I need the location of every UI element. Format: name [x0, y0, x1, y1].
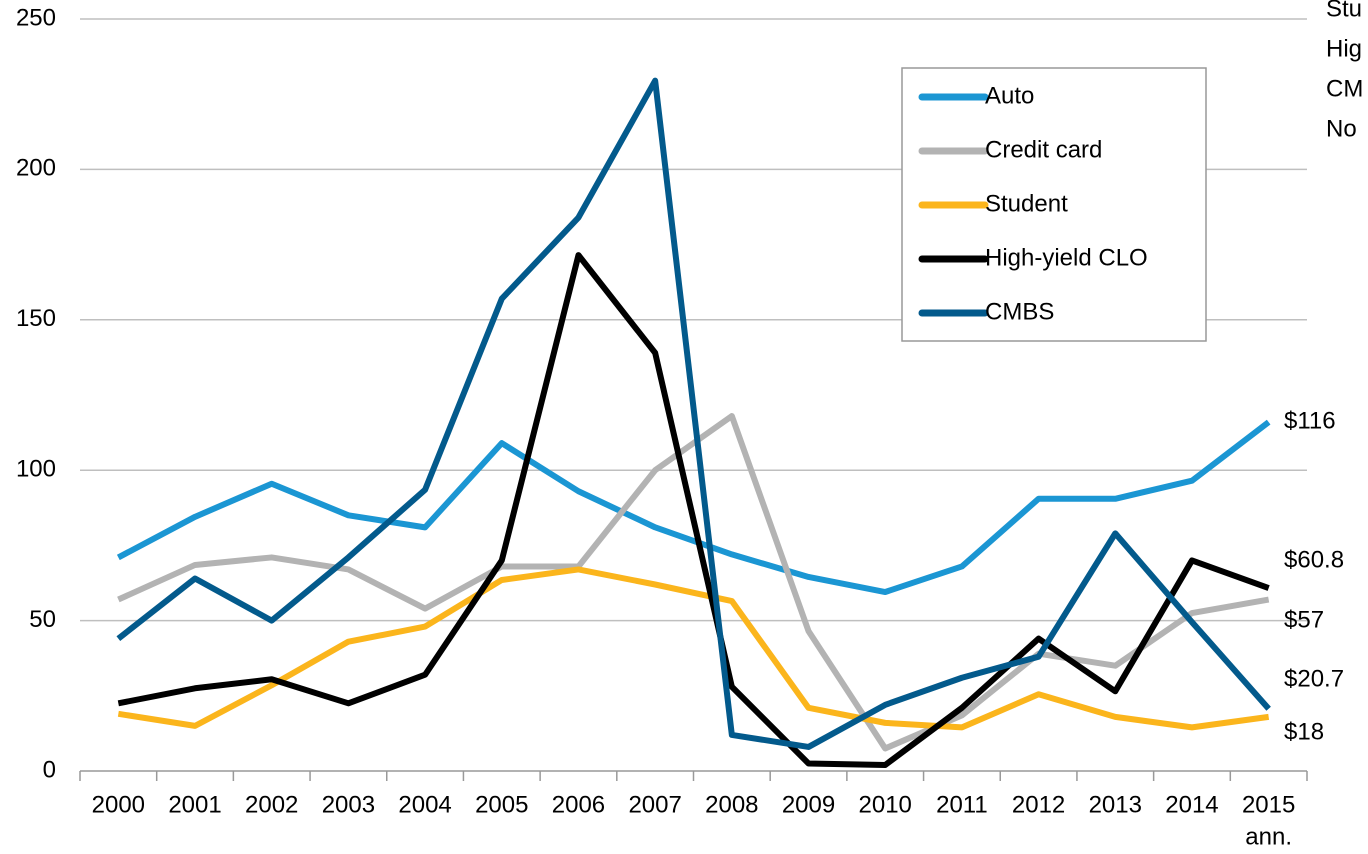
legend-label: Credit card	[985, 136, 1102, 163]
x-tick-label: 2007	[628, 791, 681, 818]
x-tick-label: 2010	[859, 791, 912, 818]
series-line	[116, 77, 1271, 750]
legend-label: CMBS	[985, 298, 1054, 325]
end-label: $20.7	[1284, 665, 1344, 692]
x-tick-label: 2001	[168, 791, 221, 818]
x-tick-label: 2000	[92, 791, 145, 818]
y-tick-label: 50	[29, 606, 56, 633]
y-tick-label: 150	[16, 305, 56, 332]
x-tick-label: 2014	[1165, 791, 1218, 818]
side-legend-label: Stu	[1326, 0, 1362, 22]
y-tick-label: 0	[43, 756, 56, 783]
legend-label: Auto	[985, 82, 1034, 109]
x-tick-label: 2011	[936, 791, 988, 818]
x-tick-label: 2012	[1012, 791, 1065, 818]
x-tick-label: 2013	[1089, 791, 1142, 818]
x-annotation: ann.	[1245, 823, 1292, 850]
x-tick-label: 2008	[705, 791, 758, 818]
series-line	[116, 419, 1271, 596]
x-tick-label: 2003	[322, 791, 375, 818]
series-line	[117, 413, 1270, 752]
x-tick-label: 2006	[552, 791, 605, 818]
end-label: $116	[1284, 407, 1336, 434]
x-tick-label: 2015	[1242, 791, 1295, 818]
legend-label: High-yield CLO	[985, 244, 1148, 271]
y-tick-label: 100	[16, 456, 56, 483]
legend-label: Student	[985, 190, 1068, 217]
x-tick-label: 2009	[782, 791, 835, 818]
x-tick-label: 2004	[398, 791, 451, 818]
end-label: $57	[1284, 606, 1324, 633]
y-tick-label: 200	[16, 155, 56, 182]
x-tick-label: 2002	[245, 791, 298, 818]
x-tick-label: 2005	[475, 791, 528, 818]
side-legend-label: Hig	[1326, 35, 1362, 62]
end-label: $18	[1284, 718, 1324, 745]
side-legend-label: CM	[1326, 75, 1363, 102]
series-line	[117, 566, 1270, 731]
y-tick-label: 250	[16, 4, 56, 31]
end-label: $60.8	[1284, 546, 1344, 573]
side-legend-label: No	[1326, 115, 1357, 142]
series-line	[117, 252, 1270, 768]
